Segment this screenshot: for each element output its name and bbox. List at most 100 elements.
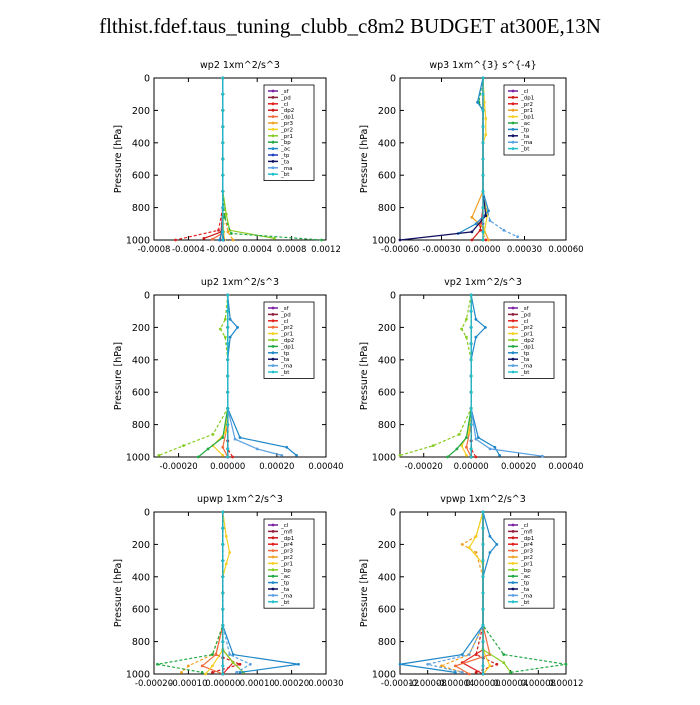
data-point [230, 232, 233, 235]
data-point [231, 455, 235, 459]
legend-label: _sf [520, 306, 530, 312]
data-point [174, 238, 177, 242]
legend-marker [511, 147, 515, 151]
legend: _sf_pd_cl_dp2_dp1_pr3_pr2_pr1_bp_ac_tp_t… [263, 84, 315, 181]
data-point [248, 662, 252, 666]
x-tick-label: -0.0008 [138, 245, 171, 255]
data-point [221, 92, 225, 96]
data-point [221, 436, 225, 439]
legend-marker [511, 600, 515, 604]
x-tick-label: -0.00020 [159, 462, 197, 472]
legend-label: _bt [280, 172, 290, 178]
data-point [474, 437, 478, 441]
legend-marker [511, 89, 515, 93]
data-point [187, 664, 190, 668]
data-point [469, 374, 473, 378]
y-tick-label: 1000 [372, 236, 396, 247]
data-point [481, 664, 485, 668]
legend-label: _bp [520, 568, 531, 574]
series-line-dp2 [158, 294, 229, 456]
data-point [488, 551, 492, 554]
data-point [481, 624, 485, 627]
data-point [221, 672, 225, 676]
data-point [221, 575, 225, 579]
data-point [488, 447, 492, 451]
x-tick-label: -0.00020 [135, 679, 173, 689]
legend-marker [271, 172, 275, 176]
data-point [228, 335, 232, 339]
data-point [255, 447, 259, 451]
legend-marker [271, 568, 275, 572]
y-tick-label: 800 [378, 420, 396, 431]
legend-label: _cl [280, 523, 289, 529]
legend-label: _cl [280, 102, 289, 108]
data-point [226, 423, 230, 426]
legend-marker [271, 370, 275, 374]
legend-marker [271, 530, 275, 533]
x-tick-label: -0.0004 [172, 245, 205, 255]
data-point [221, 76, 225, 80]
data-point [481, 238, 485, 242]
data-point [431, 444, 435, 448]
legend-label: _mfl [520, 529, 533, 535]
data-point [226, 455, 230, 459]
data-point [223, 335, 227, 339]
legend-marker [511, 121, 515, 125]
data-point [221, 624, 225, 627]
legend-label: _ma [280, 166, 292, 172]
data-point [481, 510, 485, 514]
legend-marker [511, 530, 515, 533]
legend-label: _tp [520, 581, 530, 587]
data-point [467, 672, 471, 676]
data-point [470, 215, 474, 219]
data-point [484, 117, 488, 120]
legend-marker [271, 581, 275, 584]
data-point [484, 214, 488, 218]
data-point [196, 455, 200, 459]
data-point [481, 141, 485, 145]
legend-label: _ta [520, 587, 529, 593]
data-point [476, 436, 480, 439]
legend-marker [271, 600, 275, 604]
legend-label: _ta [520, 357, 529, 363]
legend-marker [511, 574, 515, 578]
legend-marker [511, 108, 515, 112]
y-tick-label: 0 [390, 291, 396, 302]
legend-marker [271, 562, 275, 565]
data-point [516, 235, 519, 239]
y-tick-label: 1000 [372, 453, 396, 464]
data-point [469, 455, 473, 459]
data-point [470, 238, 474, 242]
plot-frame [153, 294, 327, 458]
legend-label: _cl [280, 319, 289, 325]
y-tick-label: 800 [378, 203, 396, 214]
data-point [200, 670, 204, 674]
data-point [483, 326, 487, 329]
legend-marker [271, 536, 275, 540]
x-tick-label: 0.0004 [242, 245, 272, 255]
data-point [221, 526, 225, 530]
data-point [221, 559, 225, 562]
data-point [200, 664, 204, 668]
data-point [481, 672, 485, 676]
y-tick-label: 200 [132, 323, 150, 334]
legend-label: _dp1 [280, 344, 294, 350]
data-point [235, 670, 238, 674]
data-point [465, 453, 468, 457]
data-point [226, 293, 230, 297]
data-point [469, 293, 473, 297]
x-tick-label: 0.00030 [308, 679, 343, 689]
data-point [273, 236, 276, 240]
series-line-pr3 [200, 512, 224, 675]
legend-marker [511, 562, 515, 565]
chart-panel-1: wp2 1xm^2/s^3 Pressure [hPa] 0 200 400 600 800… [113, 60, 341, 255]
x-tick-label: 0.00040 [548, 462, 583, 472]
x-tick-label: 0.0012 [311, 245, 341, 255]
data-point [221, 510, 225, 514]
legend-marker [511, 332, 515, 335]
legend-label: _dp1 [520, 536, 534, 542]
data-point [460, 653, 464, 656]
data-point [223, 317, 227, 321]
data-point [214, 653, 218, 656]
chart-panel-6: vpwp 1xm^2/s^3 Pressure [hPa] 0 200 400 600 80… [359, 494, 584, 689]
